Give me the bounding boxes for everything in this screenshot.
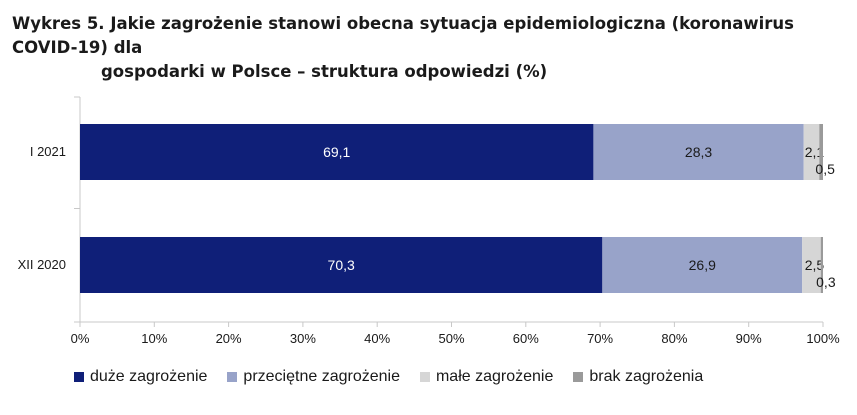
legend-item: duże zagrożenie bbox=[74, 368, 207, 386]
data-label: 2,5 bbox=[805, 257, 825, 273]
data-label: 70,3 bbox=[328, 257, 355, 273]
bar-segment-male bbox=[802, 237, 821, 293]
bar-segment-male bbox=[803, 124, 820, 180]
legend-item: małe zagrożenie bbox=[419, 368, 554, 386]
chart-title-line-1: Wykres 5. Jakie zagrożenie stanowi obecn… bbox=[12, 14, 794, 57]
data-label: 0,3 bbox=[816, 274, 836, 290]
chart-title: Wykres 5. Jakie zagrożenie stanowi obecn… bbox=[12, 12, 847, 84]
legend-label: brak zagrożenia bbox=[589, 368, 704, 385]
bar-segment-przecietne bbox=[602, 237, 803, 293]
legend-swatch bbox=[227, 372, 238, 382]
legend-label: duże zagrożenie bbox=[90, 368, 208, 385]
data-label: 69,1 bbox=[323, 144, 350, 160]
bar-segment-brak bbox=[820, 237, 823, 293]
data-label: 26,9 bbox=[689, 257, 716, 273]
x-tick-label: 0% bbox=[71, 331, 90, 346]
x-tick-label: 100% bbox=[806, 331, 840, 346]
bar-segment-przecietne bbox=[593, 124, 804, 180]
x-tick-label: 40% bbox=[364, 331, 390, 346]
data-label: 28,3 bbox=[685, 144, 712, 160]
legend-item: brak zagrożenia bbox=[573, 368, 703, 386]
x-tick-label: 10% bbox=[141, 331, 167, 346]
x-tick-label: 60% bbox=[513, 331, 539, 346]
x-tick-label: 20% bbox=[216, 331, 242, 346]
chart-legend: duże zagrożenie przeciętne zagrożenie małe… bbox=[74, 368, 834, 386]
bar-segment-duze bbox=[80, 237, 603, 293]
data-label: 0,5 bbox=[815, 161, 835, 177]
x-tick-label: 70% bbox=[587, 331, 613, 346]
legend-item: przeciętne zagrożenie bbox=[227, 368, 400, 386]
category-label: XII 2020 bbox=[18, 257, 66, 272]
legend-label: przeciętne zagrożenie bbox=[243, 368, 400, 385]
x-tick-label: 80% bbox=[661, 331, 687, 346]
legend-swatch bbox=[573, 372, 584, 382]
legend-label: małe zagrożenie bbox=[435, 368, 554, 385]
bar-segment-brak bbox=[819, 124, 823, 180]
category-label: I 2021 bbox=[30, 144, 66, 159]
legend-swatch bbox=[74, 372, 84, 382]
bar-segment-duze bbox=[80, 124, 594, 180]
x-tick-label: 50% bbox=[438, 331, 464, 346]
chart-title-line-2: gospodarki w Polsce – struktura odpowied… bbox=[101, 62, 548, 81]
x-tick-label: 30% bbox=[290, 331, 316, 346]
legend-swatch bbox=[419, 372, 430, 382]
x-tick-label: 90% bbox=[736, 331, 762, 346]
